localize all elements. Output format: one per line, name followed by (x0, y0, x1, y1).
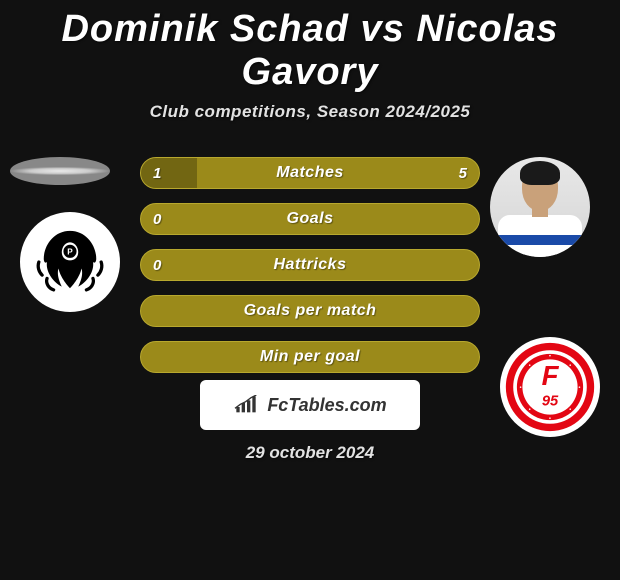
bar-value-left: 0 (153, 211, 161, 228)
bar-row-goals: 0 Goals (140, 203, 480, 235)
stat-bars: 1 Matches 5 0 Goals 0 Hattricks Goals pe… (140, 157, 480, 387)
bar-fill-left (141, 158, 197, 188)
bar-label: Goals per match (141, 302, 479, 320)
chart-icon (233, 395, 261, 415)
svg-text:F: F (542, 360, 560, 391)
date-label: 29 october 2024 (0, 443, 620, 463)
svg-text:•: • (578, 385, 580, 391)
fortuna-icon: F 95 • • • • • • • • (504, 341, 596, 433)
bar-value-left: 0 (153, 257, 161, 274)
svg-text:95: 95 (542, 393, 559, 409)
bar-row-hattricks: 0 Hattricks (140, 249, 480, 281)
bar-row-matches: 1 Matches 5 (140, 157, 480, 189)
watermark: FcTables.com (200, 380, 420, 430)
bar-row-goals-per-match: Goals per match (140, 295, 480, 327)
player-left-avatar (10, 157, 110, 185)
bar-value-right: 5 (459, 165, 467, 182)
bar-row-min-per-goal: Min per goal (140, 341, 480, 373)
svg-text:•: • (529, 407, 531, 413)
eagle-icon: P (29, 221, 111, 303)
svg-text:•: • (549, 416, 551, 422)
page-title: Dominik Schad vs Nicolas Gavory (0, 0, 620, 94)
player-right-avatar (490, 157, 590, 257)
bar-label: Min per goal (141, 348, 479, 366)
page-subtitle: Club competitions, Season 2024/2025 (0, 102, 620, 122)
svg-text:•: • (520, 385, 522, 391)
club-left-badge: P (20, 212, 120, 312)
svg-text:•: • (549, 354, 551, 360)
watermark-text: FcTables.com (267, 395, 386, 416)
bar-label: Goals (141, 210, 479, 228)
svg-text:P: P (67, 248, 73, 257)
svg-text:•: • (569, 363, 571, 369)
svg-text:•: • (529, 363, 531, 369)
bar-label: Hattricks (141, 256, 479, 274)
svg-text:•: • (569, 407, 571, 413)
club-right-badge: F 95 • • • • • • • • (500, 337, 600, 437)
bar-value-left: 1 (153, 165, 161, 182)
